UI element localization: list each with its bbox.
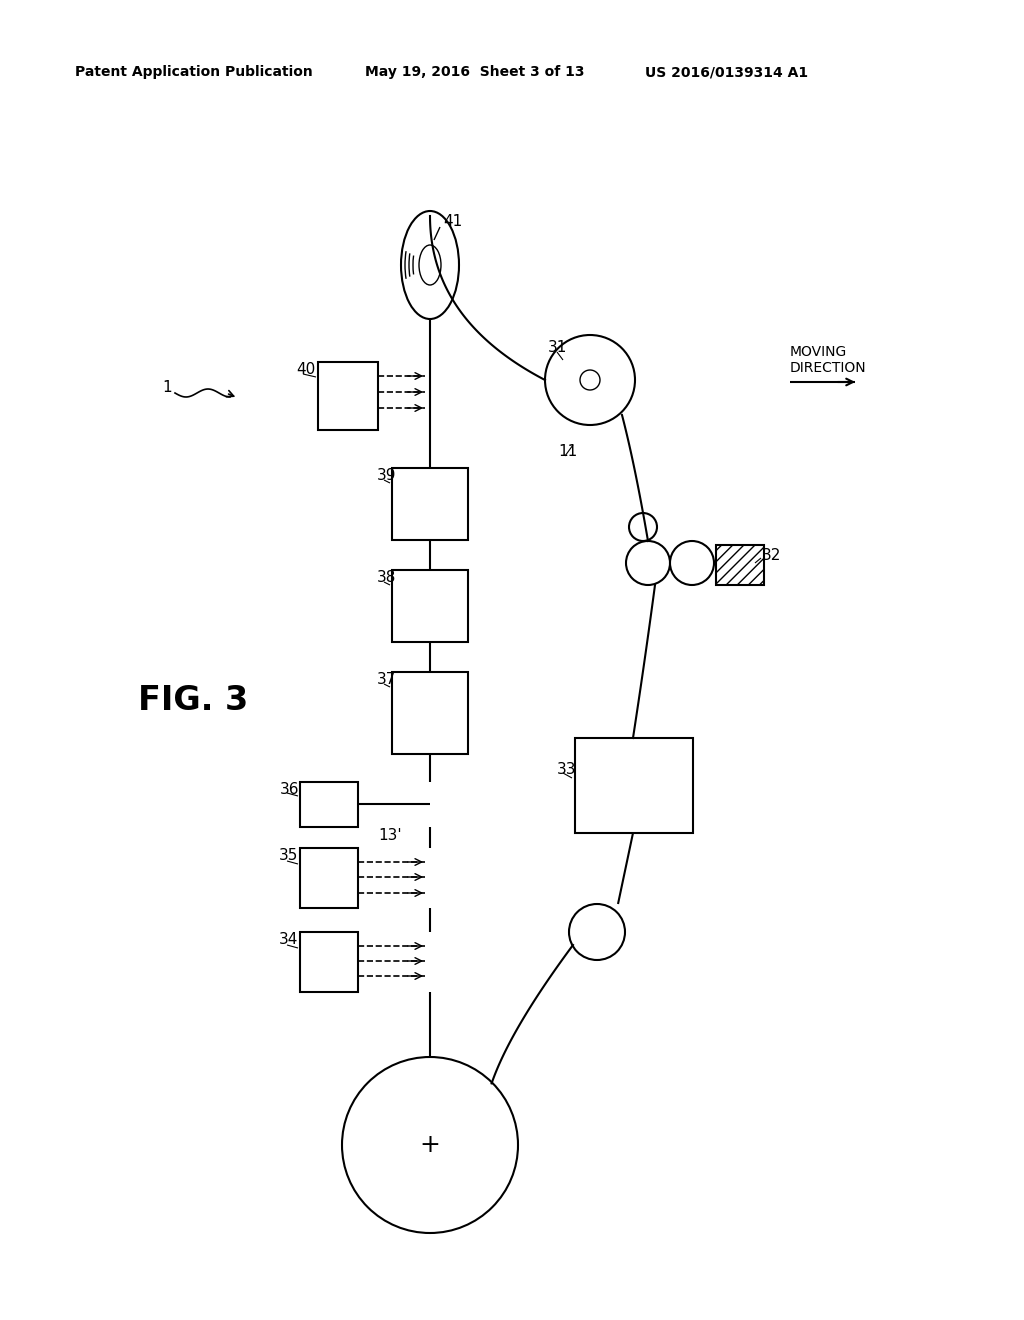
Text: 40: 40 <box>296 363 315 378</box>
Text: Patent Application Publication: Patent Application Publication <box>75 65 312 79</box>
Circle shape <box>629 513 657 541</box>
Bar <box>392 672 468 754</box>
Text: 33: 33 <box>557 763 577 777</box>
Bar <box>392 469 468 540</box>
Text: 11: 11 <box>558 445 578 459</box>
Bar <box>392 570 468 642</box>
Text: FIG. 3: FIG. 3 <box>138 684 248 717</box>
Text: May 19, 2016  Sheet 3 of 13: May 19, 2016 Sheet 3 of 13 <box>365 65 585 79</box>
Text: 34: 34 <box>279 932 298 948</box>
Text: DIRECTION: DIRECTION <box>790 360 866 375</box>
Circle shape <box>580 370 600 389</box>
Ellipse shape <box>419 246 441 285</box>
Text: 39: 39 <box>377 469 396 483</box>
Bar <box>300 781 358 828</box>
Circle shape <box>670 541 714 585</box>
Text: 38: 38 <box>377 570 396 586</box>
Circle shape <box>545 335 635 425</box>
Text: 1: 1 <box>162 380 172 396</box>
Ellipse shape <box>401 211 459 319</box>
Text: 41: 41 <box>443 214 462 230</box>
Text: 36: 36 <box>280 781 299 796</box>
Text: US 2016/0139314 A1: US 2016/0139314 A1 <box>645 65 808 79</box>
Circle shape <box>569 904 625 960</box>
Text: 32: 32 <box>762 548 781 562</box>
Circle shape <box>342 1057 518 1233</box>
Text: 35: 35 <box>279 849 298 863</box>
Circle shape <box>626 541 670 585</box>
Bar <box>318 362 378 430</box>
Text: MOVING: MOVING <box>790 345 847 359</box>
Bar <box>300 932 358 993</box>
Text: 31: 31 <box>548 341 567 355</box>
Text: +: + <box>420 1133 440 1158</box>
Bar <box>300 847 358 908</box>
Bar <box>575 738 693 833</box>
Bar <box>716 545 764 585</box>
Text: 13': 13' <box>378 828 401 842</box>
Text: 37: 37 <box>377 672 396 688</box>
